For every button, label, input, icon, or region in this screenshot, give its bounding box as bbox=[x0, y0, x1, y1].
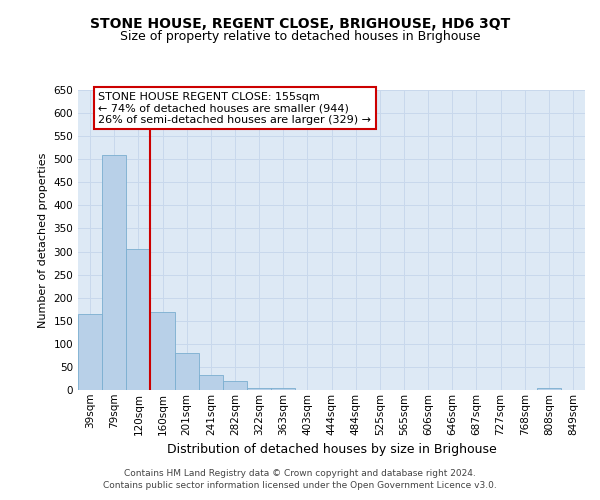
Bar bbox=[537, 388, 561, 390]
Text: Contains HM Land Registry data © Crown copyright and database right 2024.: Contains HM Land Registry data © Crown c… bbox=[124, 470, 476, 478]
Bar bbox=[126, 249, 151, 390]
Bar bbox=[199, 375, 223, 390]
Text: Size of property relative to detached houses in Brighouse: Size of property relative to detached ho… bbox=[120, 30, 480, 43]
Bar bbox=[223, 381, 247, 390]
X-axis label: Distribution of detached houses by size in Brighouse: Distribution of detached houses by size … bbox=[167, 443, 496, 456]
Bar bbox=[78, 314, 102, 390]
Bar bbox=[151, 312, 175, 390]
Text: STONE HOUSE, REGENT CLOSE, BRIGHOUSE, HD6 3QT: STONE HOUSE, REGENT CLOSE, BRIGHOUSE, HD… bbox=[90, 18, 510, 32]
Bar bbox=[271, 388, 295, 390]
Bar bbox=[102, 154, 126, 390]
Y-axis label: Number of detached properties: Number of detached properties bbox=[38, 152, 48, 328]
Bar bbox=[175, 353, 199, 390]
Text: STONE HOUSE REGENT CLOSE: 155sqm
← 74% of detached houses are smaller (944)
26% : STONE HOUSE REGENT CLOSE: 155sqm ← 74% o… bbox=[98, 92, 371, 124]
Text: Contains public sector information licensed under the Open Government Licence v3: Contains public sector information licen… bbox=[103, 482, 497, 490]
Bar bbox=[247, 388, 271, 390]
